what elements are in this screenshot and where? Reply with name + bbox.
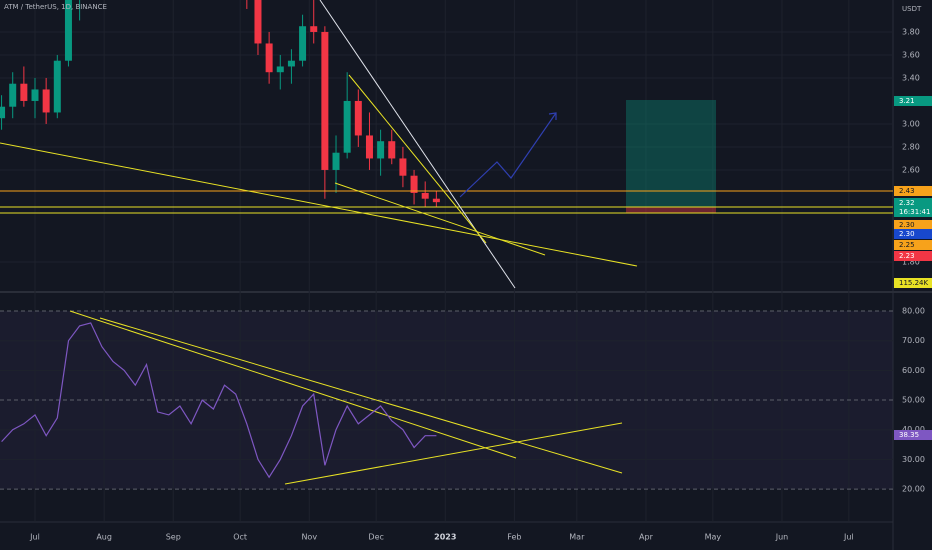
trend-line (319, 0, 516, 289)
price-label-box (894, 251, 932, 261)
price-label: 3.21 (899, 97, 915, 105)
candle-body (343, 100, 351, 153)
candle-body (276, 66, 284, 73)
projection-path (459, 112, 557, 198)
candle-body (0, 106, 6, 119)
candle-body (299, 26, 307, 61)
y-tick-label: 3.00 (902, 119, 920, 128)
y-tick-label: 40.00 (902, 425, 925, 434)
candles (0, 0, 440, 207)
x-tick-label: 2023 (434, 533, 456, 542)
grid (0, 0, 893, 522)
price-label-box (894, 207, 932, 217)
price-label: 2.30 (899, 221, 915, 229)
projection-arrow (548, 112, 557, 120)
long-stop-zone (626, 207, 716, 213)
trend-line (284, 422, 623, 485)
candle-body (31, 89, 39, 101)
y-tick-label: 1.80 (902, 257, 920, 266)
y-tick-label: 3.40 (902, 73, 920, 82)
candle-body (53, 60, 61, 113)
price-label: 16:31:41 (899, 208, 930, 216)
price-label-box (894, 96, 932, 106)
rsi-line-group (1, 322, 437, 479)
y-tick-label: 20.00 (902, 485, 925, 494)
trend-line (348, 74, 487, 244)
x-tick-label: Feb (507, 533, 521, 542)
x-tick-label: Sep (166, 533, 181, 542)
symbol-title: ATM / TetherUS, 1D, BINANCE (4, 3, 107, 11)
price-label: 38.35 (899, 431, 919, 439)
x-tick-label: May (705, 533, 722, 542)
candle-body (20, 83, 28, 101)
candle-body (287, 60, 295, 67)
y-tick-label: 2.60 (902, 165, 920, 174)
trend-lines (0, 0, 893, 289)
candle-body (410, 175, 418, 193)
x-tick-label: Jun (775, 533, 789, 542)
y-tick-label: 60.00 (902, 366, 925, 375)
candle-body (64, 0, 72, 61)
trend-line (69, 310, 517, 459)
candle-body (365, 135, 373, 159)
x-tick-label: Oct (233, 533, 247, 542)
price-label-box (894, 278, 932, 288)
x-tick-label: Mar (569, 533, 585, 542)
price-label: 2.23 (899, 252, 915, 260)
x-tick-label: Nov (301, 533, 317, 542)
labels: Jul Aug Sep Oct Nov Dec 2023 Feb Mar Apr May Jun Jul… (29, 27, 932, 542)
y-tick-label: 2.80 (902, 142, 920, 151)
candle-body (254, 0, 262, 44)
rsi-line (1, 322, 437, 479)
candle-body (9, 83, 17, 107)
x-tick-label: Dec (368, 533, 383, 542)
drawings (626, 100, 716, 213)
y-tick-label: 50.00 (902, 396, 925, 405)
trend-line (0, 142, 638, 267)
price-label: 115.24K (899, 279, 928, 287)
trend-line (99, 317, 623, 474)
rsi-drawings (69, 310, 623, 485)
candle-body (432, 198, 440, 203)
trend-line (334, 182, 546, 256)
x-tick-label: Aug (96, 533, 112, 542)
candle-body (332, 152, 340, 170)
candle-body (321, 31, 329, 170)
price-label: 2.32 (899, 199, 915, 207)
price-label: 2.30 (899, 230, 915, 238)
x-tick-label: Apr (639, 533, 654, 542)
price-label-box (894, 186, 932, 196)
long-target-zone (626, 100, 716, 207)
price-label: 2.25 (899, 241, 915, 249)
price-label-box (894, 240, 932, 250)
axis-unit: USDT (902, 5, 922, 13)
y-tick-label: 30.00 (902, 455, 925, 464)
x-tick-label: Jul (29, 533, 40, 542)
candle-body (399, 158, 407, 176)
price-label-box (894, 220, 932, 230)
candle-body (388, 141, 396, 159)
candle-body (354, 100, 362, 136)
candle-body (42, 89, 50, 113)
x-tick-label: Jul (843, 533, 854, 542)
candle-body (310, 26, 318, 32)
candle-body (377, 141, 385, 159)
price-label: 2.43 (899, 187, 915, 195)
candle-body (265, 43, 273, 73)
y-tick-label: 80.00 (902, 307, 925, 316)
y-tick-label: 3.80 (902, 27, 920, 36)
price-label-box (894, 430, 932, 440)
price-label-box (894, 229, 932, 239)
y-tick-label: 70.00 (902, 336, 925, 345)
y-tick-label: 3.60 (902, 50, 920, 59)
candle-body (421, 192, 429, 199)
price-label-box (894, 198, 932, 208)
